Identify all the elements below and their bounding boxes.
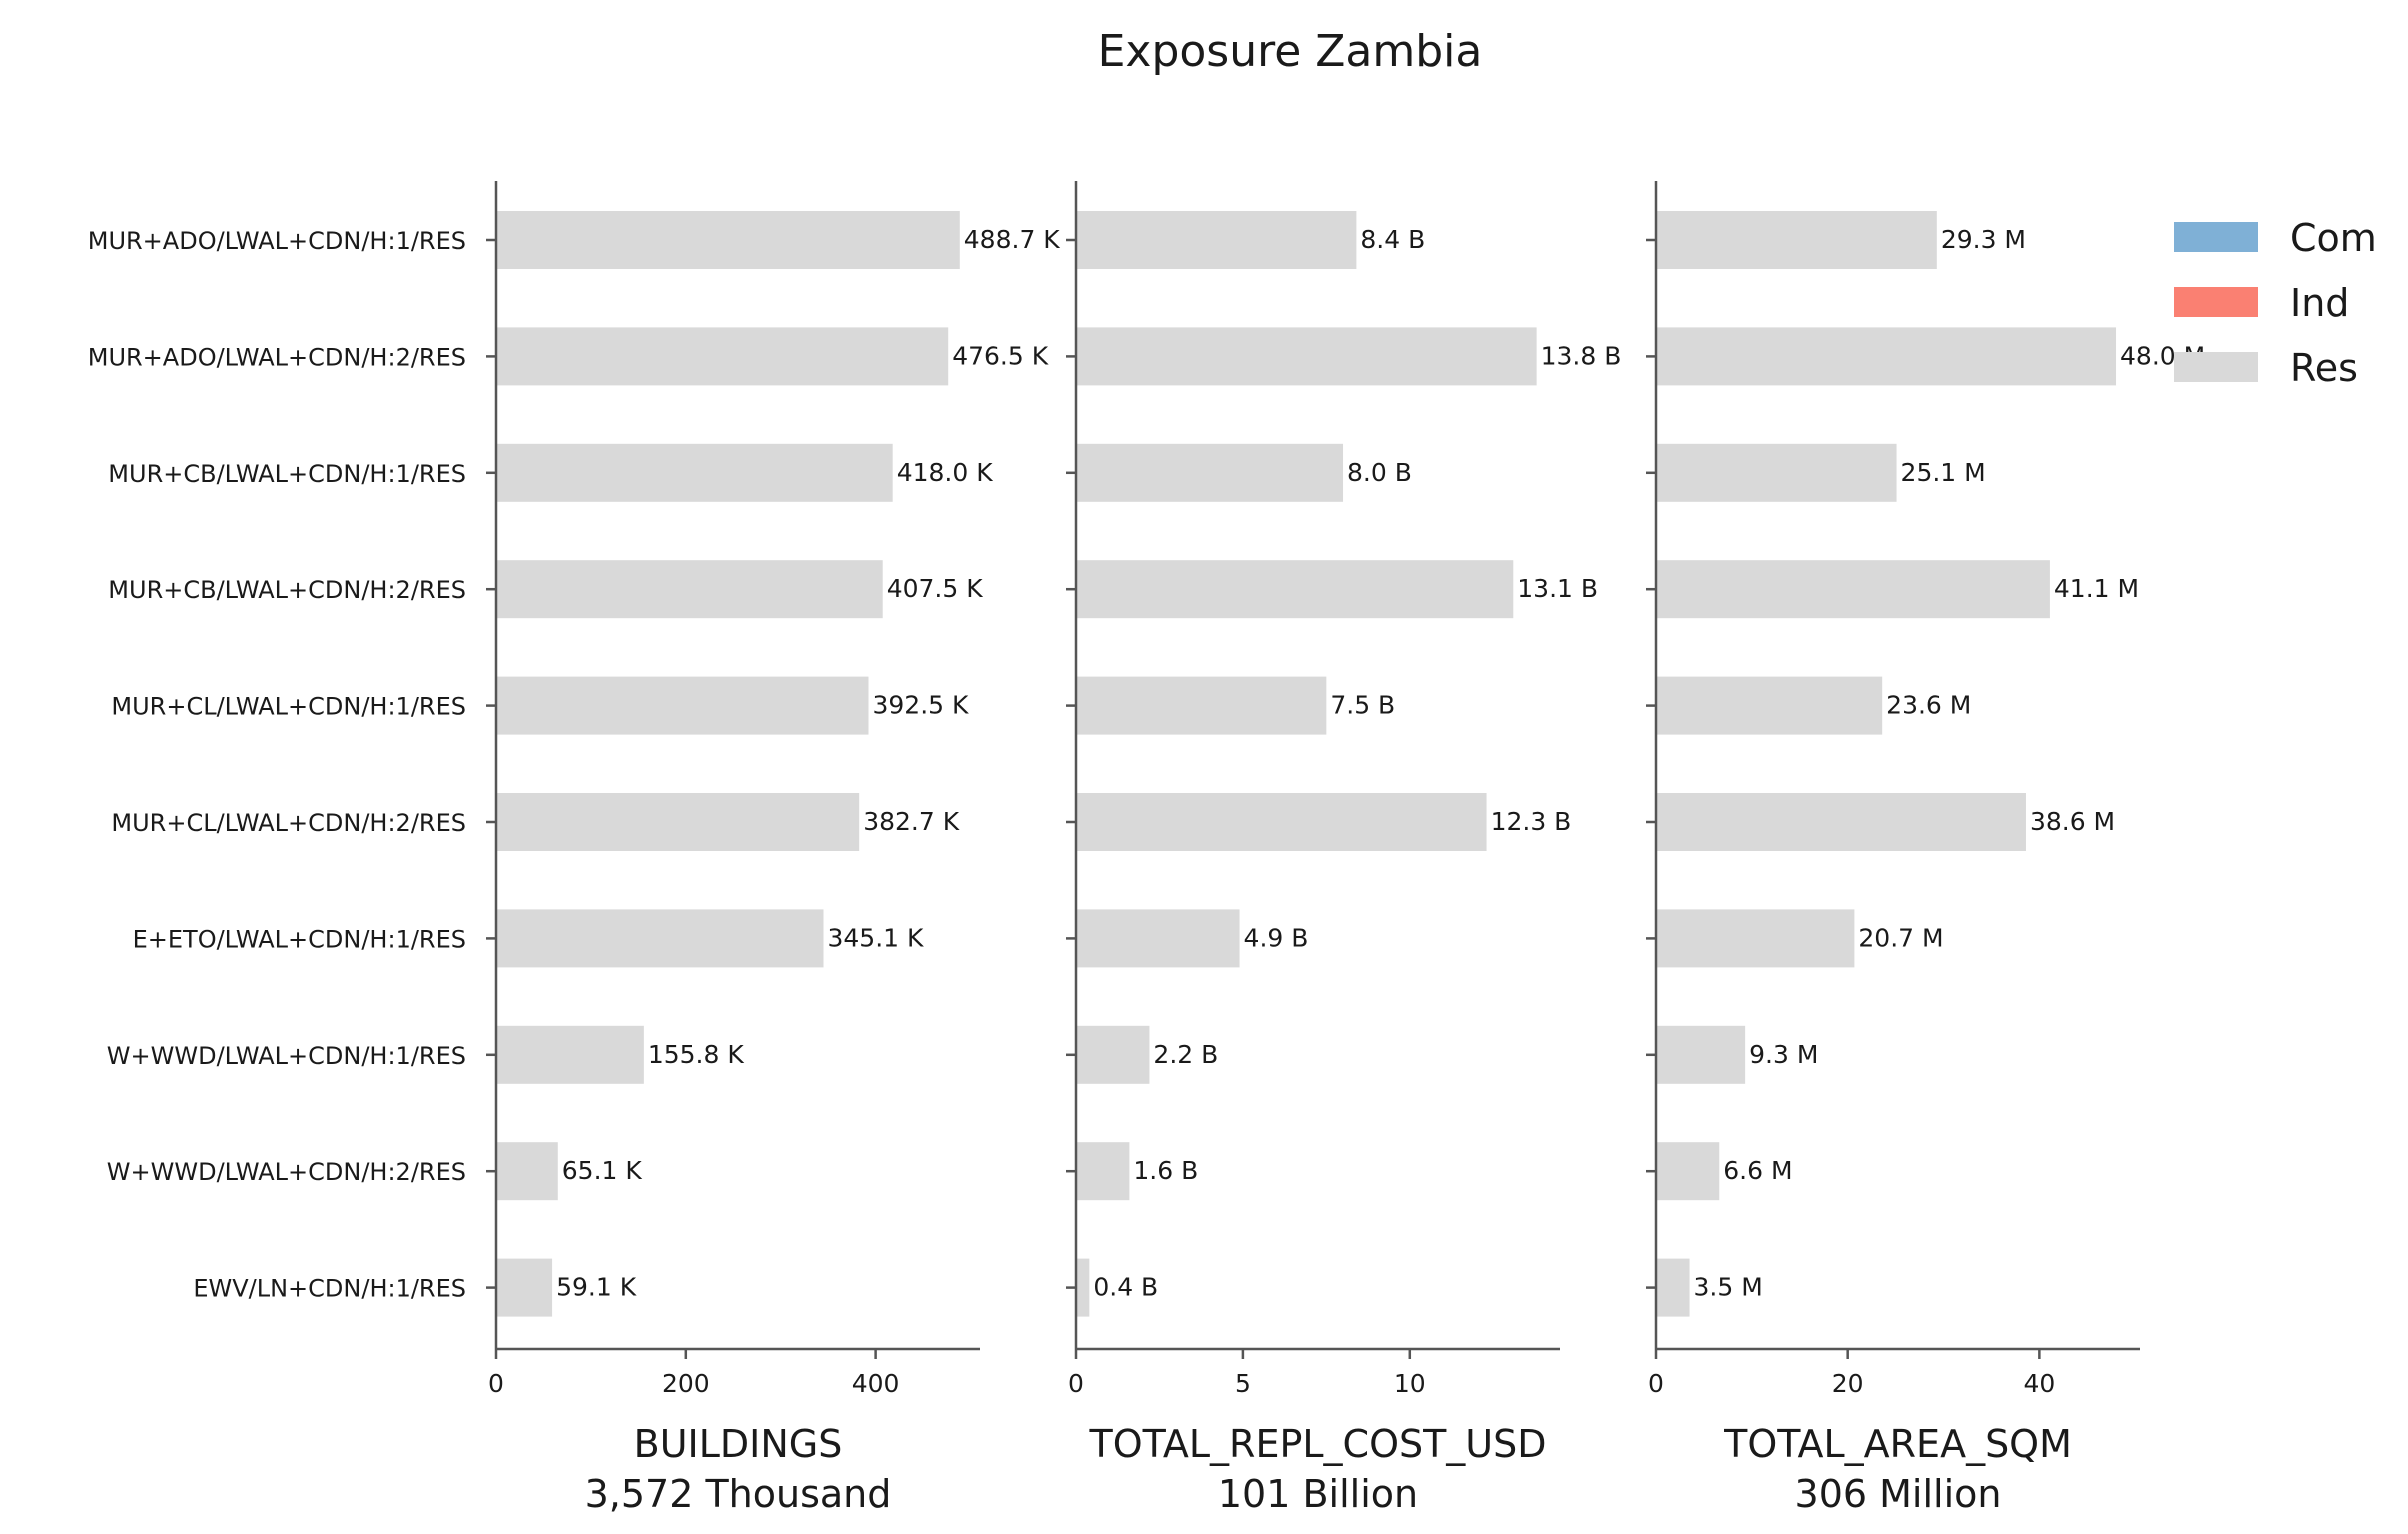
bar-value-label: 8.4 B [1360,225,1425,254]
bar [496,327,949,386]
x-axis-label: TOTAL_AREA_SQM [1723,1422,2072,1466]
bar-value-label: 0.4 B [1093,1273,1158,1302]
bar-value-label: 12.3 B [1491,807,1572,836]
bar-value-label: 1.6 B [1133,1156,1198,1185]
bar [1076,327,1537,386]
bar-value-label: 488.7 K [964,225,1061,254]
bar [1076,1142,1130,1201]
bar-value-label: 476.5 K [952,341,1049,370]
bar [1076,443,1344,502]
x-axis-subtitle: 101 Billion [1218,1472,1418,1516]
bar-value-label: 8.0 B [1347,458,1412,487]
bar [1076,1025,1150,1084]
bar-value-label: 25.1 M [1901,458,1986,487]
x-tick-label: 10 [1394,1369,1426,1398]
bar-value-label: 9.3 M [1749,1040,1818,1069]
bar-value-label: 23.6 M [1886,691,1971,720]
bar-value-label: 38.6 M [2030,807,2115,836]
legend-label: Ind [2290,281,2349,325]
bar-value-label: 155.8 K [648,1040,745,1069]
bar [496,909,824,968]
bar [1656,1142,1720,1201]
legend-label: Com [2290,216,2377,260]
category-label: W+WWD/LWAL+CDN/H:2/RES [107,1158,466,1186]
bar [496,676,869,735]
x-tick-label: 5 [1235,1369,1251,1398]
bar [1656,909,1855,968]
category-label: MUR+CB/LWAL+CDN/H:2/RES [108,576,466,604]
bar-value-label: 13.1 B [1517,574,1598,603]
bar [496,443,893,502]
panel-1: 8.4 B 13.8 B 8.0 B 13.1 B 7.5 B 12.3 B 4.9 B 2.… [1066,181,1621,1516]
x-axis-subtitle: 306 Million [1795,1472,2002,1516]
bar [1656,1025,1746,1084]
bar [1076,211,1357,269]
bar [1656,1258,1690,1317]
legend-swatch [2174,222,2258,252]
x-tick-label: 0 [488,1369,504,1398]
bar [1076,1258,1090,1317]
bar [496,793,860,851]
x-axis-label: BUILDINGS [634,1422,843,1466]
x-axis-label: TOTAL_REPL_COST_USD [1088,1422,1546,1466]
bar-value-label: 20.7 M [1858,923,1943,952]
category-label: MUR+CL/LWAL+CDN/H:1/RES [111,693,466,721]
x-tick-label: 0 [1648,1369,1664,1398]
bar-value-label: 3.5 M [1694,1273,1763,1302]
chart-panels: 488.7 K 476.5 K 418.0 K 407.5 K 392.5 K 382.7… [486,181,2205,1516]
bar-value-label: 418.0 K [897,458,994,487]
category-labels: MUR+ADO/LWAL+CDN/H:1/RES MUR+ADO/LWAL+CDN… [88,227,466,1303]
bar [496,211,960,269]
x-tick-label: 0 [1068,1369,1084,1398]
bar [1656,793,2026,851]
bar [1656,443,1897,502]
bar-value-label: 2.2 B [1153,1040,1218,1069]
legend-swatch [2174,352,2258,382]
bar-value-label: 407.5 K [887,574,984,603]
panel-0: 488.7 K 476.5 K 418.0 K 407.5 K 392.5 K 382.7… [486,181,1060,1516]
bar-value-label: 29.3 M [1941,225,2026,254]
category-label: MUR+CL/LWAL+CDN/H:2/RES [111,809,466,837]
bar [1076,793,1487,851]
category-label: E+ETO/LWAL+CDN/H:1/RES [133,925,466,953]
bar [1076,676,1327,735]
x-tick-label: 40 [2023,1369,2055,1398]
category-label: MUR+ADO/LWAL+CDN/H:2/RES [88,343,466,371]
chart-legend: Com Ind Res [2174,216,2377,390]
x-tick-label: 200 [662,1369,710,1398]
bar-value-label: 392.5 K [872,691,969,720]
bar-value-label: 345.1 K [828,923,925,952]
category-label: EWV/LN+CDN/H:1/RES [193,1275,466,1303]
bar [1656,327,2117,386]
category-label: MUR+ADO/LWAL+CDN/H:1/RES [88,227,466,255]
bar [1656,211,1937,269]
x-tick-label: 400 [852,1369,900,1398]
x-axis-subtitle: 3,572 Thousand [585,1472,892,1516]
bar [1656,560,2050,619]
bar-value-label: 6.6 M [1723,1156,1792,1185]
bar-value-label: 382.7 K [863,807,960,836]
bar-value-label: 7.5 B [1330,691,1395,720]
x-tick-label: 20 [1832,1369,1864,1398]
bar [496,560,883,619]
bar-value-label: 65.1 K [562,1156,643,1185]
bar [1076,560,1514,619]
bar-value-label: 13.8 B [1541,341,1622,370]
bar-value-label: 41.1 M [2054,574,2139,603]
legend-label: Res [2290,346,2358,390]
legend-swatch [2174,287,2258,317]
bar [1076,909,1240,968]
panel-2: 29.3 M48.0 M25.1 M41.1 M23.6 M38.6 M20.7… [1646,181,2205,1516]
bar [496,1142,558,1201]
bar [496,1258,553,1317]
category-label: MUR+CB/LWAL+CDN/H:1/RES [108,460,466,488]
chart-title: Exposure Zambia [1098,26,1483,77]
category-label: W+WWD/LWAL+CDN/H:1/RES [107,1042,466,1070]
bar [1656,676,1883,735]
bar [496,1025,644,1084]
bar-value-label: 59.1 K [556,1273,637,1302]
bar-value-label: 4.9 B [1244,923,1309,952]
